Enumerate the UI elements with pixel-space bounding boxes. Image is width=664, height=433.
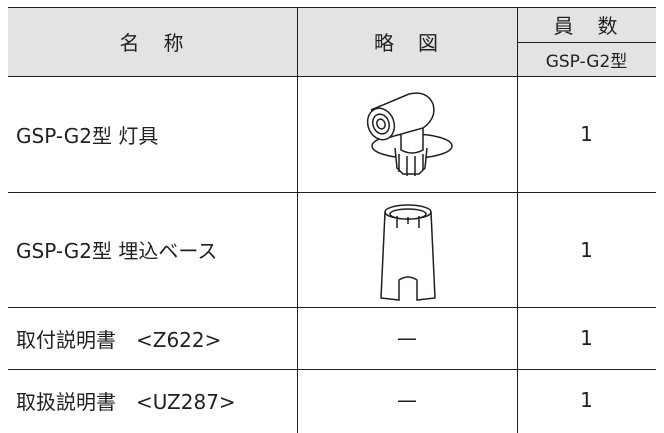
rule (8, 192, 656, 193)
base-sketch (380, 204, 436, 301)
header-count: 員 数 (553, 14, 620, 38)
row-name: GSP-G2型 灯具 (16, 123, 159, 148)
row-name: GSP-G2型 埋込ベース (16, 239, 218, 263)
lamp-sketch (366, 92, 453, 176)
rule (297, 7, 298, 433)
rule (517, 7, 518, 433)
row-count: 1 (580, 388, 593, 412)
row-name: 取付説明書 <Z622> (16, 327, 222, 352)
rule (8, 7, 656, 8)
row-count: 1 (580, 326, 593, 350)
rule (517, 42, 656, 43)
row-sketch: — (397, 388, 417, 412)
row-count: 1 (580, 122, 593, 146)
header-sketch: 略 図 (374, 31, 440, 55)
row-name: 取扱説明書 <UZ287> (16, 389, 236, 414)
header-model: GSP-G2型 (545, 51, 628, 72)
row-count: 1 (580, 237, 593, 262)
rule (8, 369, 656, 370)
header-name: 名 称 (119, 31, 186, 55)
row-sketch: — (397, 326, 417, 350)
header-bg (8, 7, 656, 76)
rule (8, 307, 656, 308)
rule (8, 76, 656, 77)
